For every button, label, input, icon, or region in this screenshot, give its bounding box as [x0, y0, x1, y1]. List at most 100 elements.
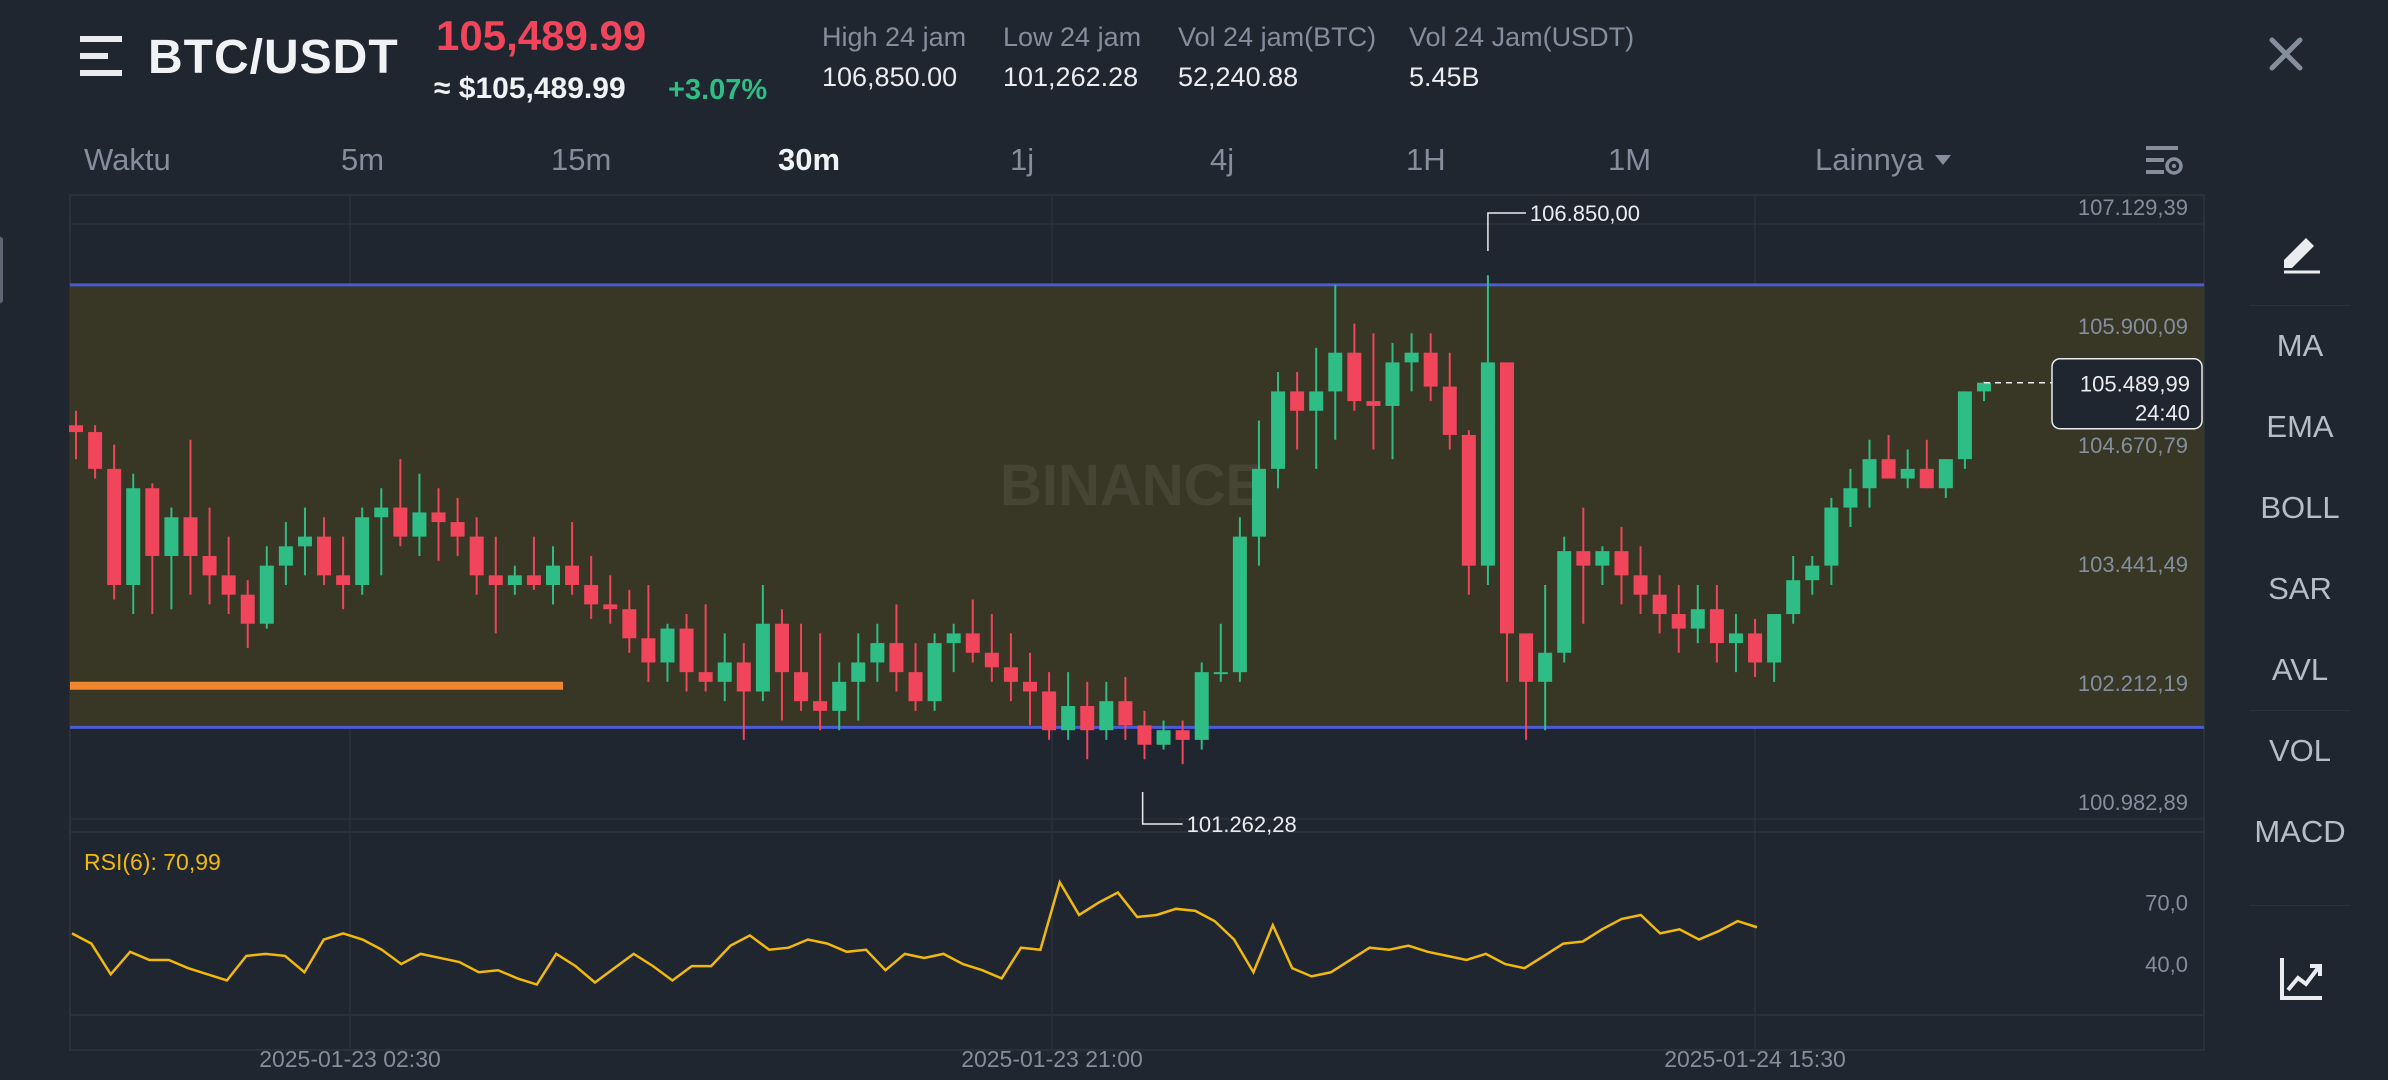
- candle-down: [1175, 730, 1190, 740]
- candle-up: [507, 575, 522, 586]
- candle-up: [660, 628, 675, 663]
- indicator-ma[interactable]: MA: [2276, 328, 2324, 363]
- candle-down: [526, 575, 541, 586]
- rsi-line: [71, 879, 1758, 987]
- candle-down: [1042, 691, 1057, 731]
- candle-up: [927, 643, 942, 702]
- stat-vol-btc-label: Vol 24 jam(BTC): [1178, 22, 1377, 52]
- tab-1m[interactable]: 1M: [1608, 142, 1652, 177]
- stat-low-value: 101,262.28: [1003, 62, 1139, 92]
- candle-down: [641, 638, 656, 663]
- tab-30m[interactable]: 30m: [778, 142, 841, 177]
- candle-down: [622, 609, 637, 639]
- stat-low-label: Low 24 jam: [1003, 22, 1142, 52]
- candle-down: [1614, 551, 1629, 576]
- candle-up: [1385, 362, 1400, 406]
- candle-down: [431, 512, 446, 523]
- indicator-avl[interactable]: AVL: [2271, 652, 2329, 687]
- side-panel-handle[interactable]: [0, 220, 14, 320]
- candle-down: [584, 585, 599, 605]
- candle-up: [1480, 362, 1495, 566]
- close-icon[interactable]: [2262, 30, 2310, 78]
- stat-vol-usdt-value: 5.45B: [1409, 62, 1480, 92]
- stat-high-value: 106,850.00: [822, 62, 958, 92]
- candle-down: [565, 565, 580, 586]
- candle-down: [1347, 352, 1362, 402]
- stat-vol-btc-value: 52,240.88: [1178, 62, 1299, 92]
- candle-up: [1557, 551, 1572, 653]
- candle-up: [1824, 507, 1839, 566]
- indicator-sar[interactable]: SAR: [2268, 571, 2332, 606]
- watermark: BINANCE: [1000, 453, 1264, 518]
- candle-down: [1709, 609, 1724, 644]
- candle-down: [393, 507, 408, 537]
- tab-1j[interactable]: 1j: [1010, 142, 1035, 177]
- candle-up: [1957, 391, 1972, 460]
- candle-up: [1156, 730, 1171, 745]
- candle-down: [794, 672, 809, 702]
- stat-high-label: High 24 jam: [822, 22, 967, 52]
- candle-down: [183, 517, 198, 556]
- candle-down: [603, 604, 618, 610]
- tab-1h[interactable]: 1H: [1406, 142, 1446, 177]
- rsi-tick-label: 40,0: [2145, 952, 2188, 977]
- candle-up: [1977, 382, 1991, 392]
- candle-down: [1080, 706, 1095, 731]
- last-price: 105,489.99: [436, 12, 647, 59]
- tab-more[interactable]: Lainnya: [1815, 142, 1952, 178]
- candle-up: [297, 536, 312, 547]
- toolbar-divider: [2250, 305, 2350, 306]
- high-marker-line: [1487, 212, 1526, 252]
- toolbar-divider: [2250, 710, 2350, 711]
- candle-up: [870, 643, 885, 663]
- pair-symbol[interactable]: BTC/USDT: [148, 31, 399, 84]
- candle-up: [126, 488, 141, 586]
- candle-up: [1595, 551, 1610, 566]
- indicator-chart-icon[interactable]: [2278, 956, 2324, 1002]
- candle-down: [1881, 459, 1896, 479]
- candle-up: [1843, 488, 1858, 508]
- indicator-macd[interactable]: MACD: [2254, 814, 2346, 849]
- candle-down: [1118, 701, 1133, 726]
- tab-15m[interactable]: 15m: [551, 142, 612, 177]
- rsi-tick-label: 70,0: [2145, 891, 2188, 916]
- draw-tool-icon[interactable]: [2276, 226, 2324, 274]
- candle-down: [1423, 352, 1438, 387]
- candle-down: [1500, 362, 1514, 634]
- candle-up: [1271, 391, 1286, 469]
- candle-down: [698, 672, 713, 682]
- candle-up: [1309, 391, 1324, 411]
- chart-settings-icon[interactable]: [2144, 142, 2184, 178]
- tab-more-label: Lainnya: [1815, 142, 1924, 177]
- candle-up: [1767, 614, 1782, 663]
- candle-down: [774, 623, 789, 673]
- tab-waktu[interactable]: Waktu: [84, 142, 171, 177]
- x-tick-label: 2025-01-23 21:00: [961, 1046, 1143, 1072]
- candle-up: [1061, 706, 1076, 731]
- indicator-ema[interactable]: EMA: [2266, 409, 2334, 444]
- candle-down: [736, 662, 751, 692]
- candle-up: [946, 633, 961, 644]
- candle-up: [851, 662, 866, 682]
- candle-up: [374, 507, 389, 518]
- candle-up: [1538, 652, 1553, 682]
- candle-down: [69, 425, 83, 433]
- candle-down: [1003, 667, 1018, 682]
- candle-down: [107, 468, 122, 586]
- tab-4j[interactable]: 4j: [1210, 142, 1235, 177]
- menu-icon[interactable]: [80, 34, 126, 78]
- indicator-vol[interactable]: VOL: [2268, 733, 2332, 768]
- candle-down: [469, 536, 484, 576]
- candle-down: [88, 432, 103, 469]
- candle-down: [889, 643, 904, 673]
- candle-up: [832, 681, 847, 711]
- indicator-boll[interactable]: BOLL: [2260, 490, 2340, 525]
- tab-5m[interactable]: 5m: [341, 142, 385, 177]
- candle-down: [1919, 468, 1934, 489]
- candle-down: [240, 594, 255, 624]
- candle-down: [488, 575, 503, 586]
- candle-up: [1099, 701, 1114, 731]
- candle-down: [679, 628, 694, 673]
- candle-down: [336, 575, 351, 586]
